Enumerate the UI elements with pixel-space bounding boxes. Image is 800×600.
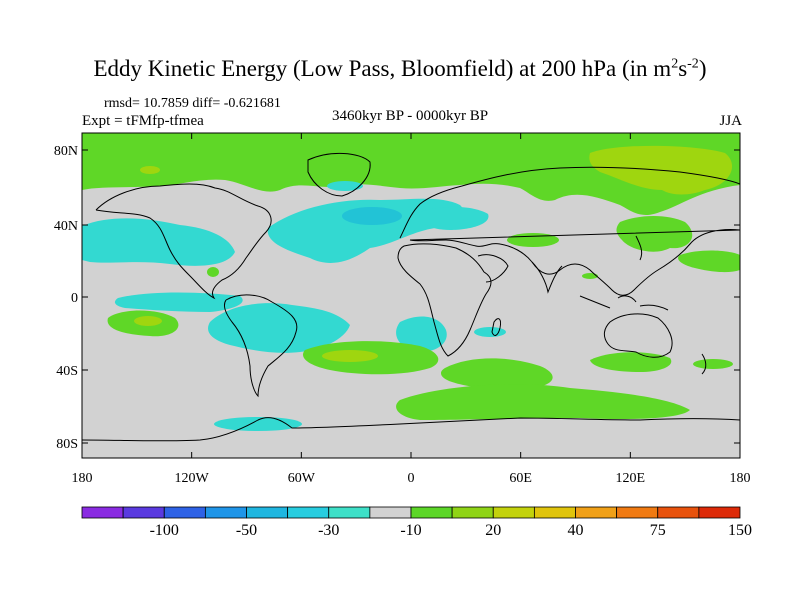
colorbar-swatch [287, 506, 330, 519]
colorbar-swatch [575, 506, 618, 519]
colorbar-swatch [328, 506, 371, 519]
longitude-label: 120W [175, 471, 210, 486]
longitude-label: 120E [616, 471, 646, 486]
chart-title: Eddy Kinetic Energy (Low Pass, Bloomfiel… [93, 56, 707, 81]
longitude-label: 60W [288, 471, 316, 486]
anomaly-spot [327, 181, 363, 191]
anomaly-region-arctic [82, 133, 740, 215]
colorbar-swatch [369, 506, 412, 519]
latitude-labels: 80N 40N 0 40S 80S [54, 144, 78, 452]
experiment-label: Expt = tFMfp-tfmea [82, 113, 204, 129]
anomaly-region-europe [419, 206, 489, 230]
longitude-labels: 180 120W 60W 0 60E 120E 180 [72, 471, 751, 486]
anomaly-region-antarctic-pacific [214, 417, 302, 431]
latitude-label: 40N [54, 219, 78, 234]
colorbar-label: -10 [400, 522, 421, 539]
anomaly-region-south-atlantic [396, 316, 447, 352]
anomaly-region-tropical-pacific [114, 292, 243, 312]
colorbar-swatch [410, 506, 453, 519]
colorbar-swatch [81, 506, 124, 519]
anomaly-spot [582, 273, 598, 279]
anomaly-spot [207, 267, 219, 277]
anomaly-region-north-atlantic-core [342, 207, 402, 225]
latitude-label: 40S [56, 364, 78, 379]
longitude-label: 180 [730, 471, 751, 486]
anomaly-region-antarctic [396, 384, 690, 420]
anomaly-region-central-asia [507, 233, 559, 247]
colorbar-swatch [533, 506, 576, 519]
colorbar-swatch [492, 506, 535, 519]
colorbar-swatch [246, 506, 289, 519]
longitude-label: 180 [72, 471, 93, 486]
colorbar [81, 506, 741, 519]
coastlines [82, 152, 740, 442]
colorbar-swatch [657, 506, 700, 519]
season-label: JJA [719, 113, 742, 129]
colorbar-swatch [451, 506, 494, 519]
longitude-label: 0 [408, 471, 415, 486]
period-label: 3460kyr BP - 0000kyr BP [331, 108, 489, 124]
colorbar-label: 20 [485, 522, 501, 539]
anomaly-spot [474, 327, 506, 337]
latitude-label: 80N [54, 144, 78, 159]
latitude-label: 0 [71, 291, 78, 306]
colorbar-label: 150 [728, 522, 752, 539]
colorbar-label: -30 [318, 522, 339, 539]
colorbar-swatch [163, 506, 206, 519]
stats-label: rmsd= 10.7859 diff= -0.621681 [104, 96, 281, 111]
anomaly-region-north-atlantic [267, 198, 464, 263]
colorbar-label: -100 [150, 522, 179, 539]
colorbar-labels: -100 -50 -30 -10 20 40 75 150 [150, 522, 752, 539]
colorbar-swatch [122, 506, 165, 519]
anomaly-region-southern-indian [440, 358, 553, 390]
anomaly-region-eastasia [616, 216, 693, 252]
longitude-label: 60E [509, 471, 532, 486]
anomaly-region-westpacific [678, 250, 740, 273]
colorbar-swatch [698, 506, 741, 519]
anomaly-region-alaska [140, 166, 160, 174]
colorbar-label: 75 [650, 522, 666, 539]
anomaly-spot [134, 316, 162, 326]
map-plot-area [82, 133, 740, 458]
colorbar-swatch [616, 506, 659, 519]
latitude-label: 80S [56, 437, 78, 452]
anomaly-region-south-atlantic-lime [322, 350, 378, 362]
map-ticks [81, 133, 741, 458]
colorbar-label: -50 [236, 522, 257, 539]
anomaly-spot [693, 359, 733, 369]
colorbar-label: 40 [568, 522, 584, 539]
anomaly-region-north-pacific [82, 218, 235, 266]
colorbar-swatch [204, 506, 247, 519]
